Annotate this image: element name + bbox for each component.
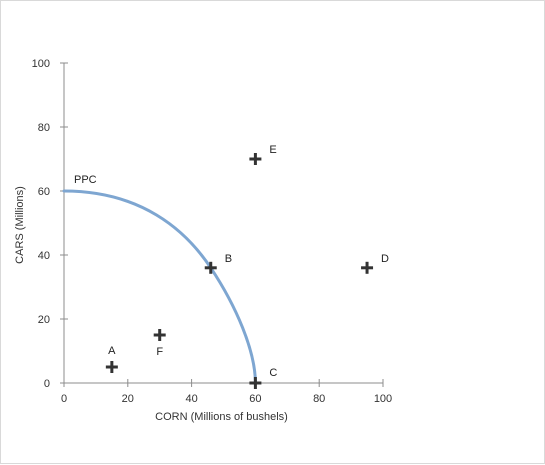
axes — [63, 63, 383, 384]
y-tick-label: 20 — [38, 314, 50, 326]
x-axis-title: CORN (Millions of bushels) — [155, 411, 288, 423]
point-label: D — [381, 253, 389, 265]
point-a: A — [105, 345, 118, 373]
x-tick-label: 80 — [313, 393, 325, 405]
data-points: A B C D E F — [105, 144, 389, 389]
point-e: E — [249, 144, 277, 165]
y-tick-label: 60 — [38, 186, 50, 198]
y-tick-label: 80 — [38, 122, 50, 134]
x-tick-label: 0 — [61, 393, 67, 405]
x-tick-label: 40 — [185, 393, 197, 405]
y-tick-label: 0 — [44, 378, 50, 390]
point-b: B — [204, 253, 232, 274]
point-d: D — [361, 253, 389, 274]
ticks: 0 20 40 60 80 100 0 20 40 60 80 100 — [32, 58, 393, 405]
y-tick-label: 40 — [38, 250, 50, 262]
point-label: C — [269, 367, 277, 379]
point-f: F — [153, 329, 166, 358]
y-axis-title: CARS (Millions) — [14, 186, 26, 264]
x-tick-label: 20 — [122, 393, 134, 405]
point-label: A — [108, 345, 116, 357]
point-label: F — [156, 346, 163, 358]
ppc-curve-label: PPC — [74, 174, 97, 186]
point-label: E — [269, 144, 276, 156]
x-tick-label: 100 — [374, 393, 392, 405]
x-tick-label: 60 — [249, 393, 261, 405]
point-c: C — [249, 367, 277, 389]
y-tick-label: 100 — [32, 58, 50, 70]
point-label: B — [225, 253, 232, 265]
